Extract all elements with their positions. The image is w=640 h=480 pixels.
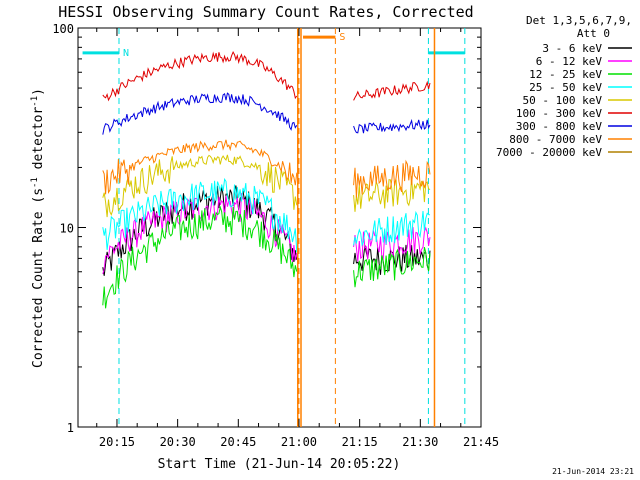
y-axis-label-end: ) <box>31 88 46 96</box>
series-line-seg1 <box>102 50 298 102</box>
series-line-seg1 <box>102 185 298 276</box>
legend-entry-label: 7000 - 20000 keV <box>496 146 602 159</box>
y-tick-label: 100 <box>52 22 74 36</box>
y-axis-label-main: Corrected Count Rate (s <box>31 188 46 368</box>
series-line-seg2 <box>353 244 431 275</box>
series-line-seg2 <box>353 176 431 212</box>
legend-entry-label: 100 - 300 keV <box>516 107 602 120</box>
series-line-seg1 <box>102 205 298 309</box>
flag-label: S <box>339 32 345 43</box>
series-line-seg1 <box>102 177 298 253</box>
series-line-seg2 <box>353 246 431 288</box>
series-line-seg2 <box>353 80 431 101</box>
legend-entry-label: 3 - 6 keV <box>542 42 602 55</box>
legend-header-detectors: Det 1,3,5,6,7,9, <box>526 14 632 27</box>
flag-label: N <box>123 48 129 59</box>
legend-entry-label: 25 - 50 keV <box>529 81 602 94</box>
x-tick-label: 21:15 <box>342 435 378 449</box>
legend-entry-label: 6 - 12 keV <box>536 55 603 68</box>
series-line-seg2 <box>353 118 431 134</box>
series-line-seg2 <box>353 226 431 262</box>
legend-entry-label: 800 - 7000 keV <box>509 133 602 146</box>
footer-date: 21-Jun-2014 23:21 <box>552 467 634 476</box>
series-line-seg2 <box>353 210 431 247</box>
y-tick-label: 1 <box>67 421 74 435</box>
y-axis-label-sup2: -1 <box>30 96 40 107</box>
x-tick-label: 21:30 <box>402 435 438 449</box>
y-tick-label: 10 <box>60 222 74 236</box>
x-tick-label: 20:15 <box>99 435 135 449</box>
y-axis-label: Corrected Count Rate (s-1 detector-1) <box>30 88 46 368</box>
flags-layer: NS <box>82 28 466 427</box>
legend-entry-label: 12 - 25 keV <box>529 68 602 81</box>
series-line-seg1 <box>102 154 298 218</box>
chart-title: HESSI Observing Summary Count Rates, Cor… <box>58 3 473 21</box>
series-line-seg1 <box>102 139 298 195</box>
x-axis-label: Start Time (21-Jun-14 20:05:22) <box>158 457 401 472</box>
x-tick-label: 21:00 <box>281 435 317 449</box>
axes-layer: 20:15 20:30 20:45 21:00 21:15 21:30 21:45 1 10 10… <box>52 22 499 449</box>
legend-entry-label: 300 - 800 keV <box>516 120 602 133</box>
legend-entry-label: 50 - 100 keV <box>523 94 603 107</box>
series-line-seg1 <box>102 193 298 275</box>
series-layer <box>102 28 436 427</box>
x-tick-label: 21:45 <box>463 435 499 449</box>
series-line-seg1 <box>102 92 298 135</box>
legend-header-attenuator: Att 0 <box>577 27 610 40</box>
x-tick-label: 20:30 <box>160 435 196 449</box>
series-line-seg2 <box>353 159 431 198</box>
y-axis-label-sup1: -1 <box>30 177 40 188</box>
x-tick-label: 20:45 <box>220 435 256 449</box>
y-axis-label-mid: detector <box>31 107 46 178</box>
